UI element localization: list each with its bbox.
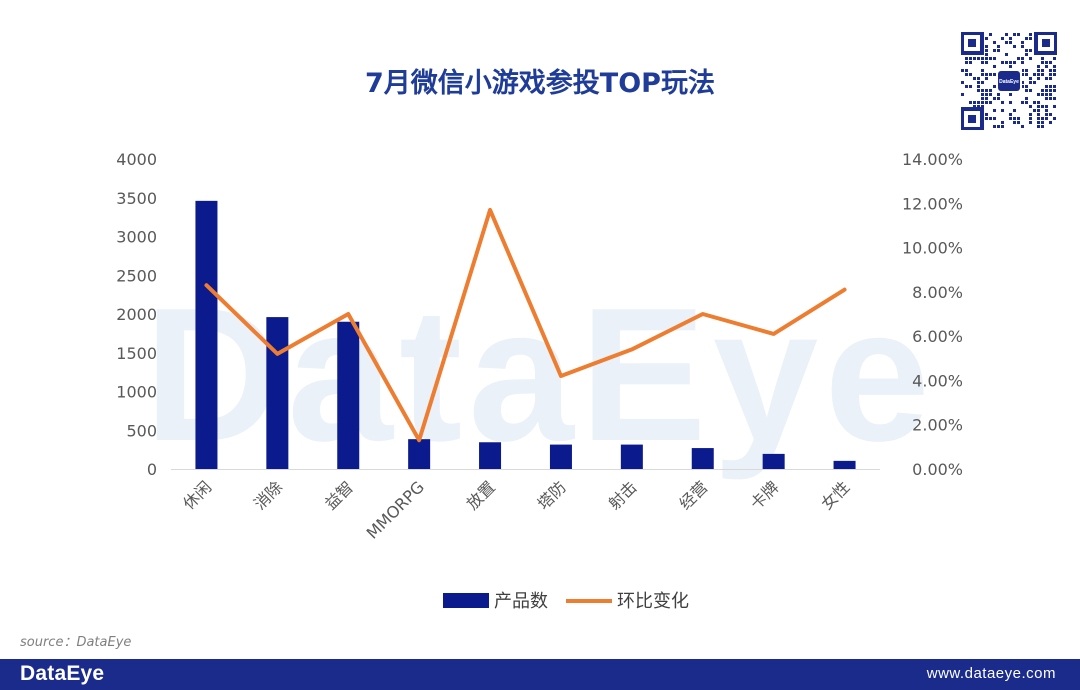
line-point xyxy=(346,312,350,316)
right-tick-label: 10.00% xyxy=(902,239,963,258)
category-label: 经营 xyxy=(676,477,712,513)
footer-url[interactable]: www.dataeye.com xyxy=(926,665,1056,682)
category-label: 休闲 xyxy=(179,477,215,513)
category-label: 卡牌 xyxy=(746,477,782,513)
legend-bar-label: 产品数 xyxy=(494,591,548,612)
line-point xyxy=(843,288,847,292)
bar xyxy=(833,460,856,469)
qr-finder-patterns xyxy=(960,31,1058,131)
line-point xyxy=(630,347,634,351)
bar xyxy=(195,200,218,469)
bar xyxy=(479,442,502,469)
left-tick-label: 2500 xyxy=(116,266,157,285)
category-label: 女性 xyxy=(817,477,853,513)
footer-logo: DataEye xyxy=(20,662,105,685)
line-point xyxy=(417,438,421,442)
bar xyxy=(337,321,360,469)
footer-bar: DataEye www.dataeye.com xyxy=(0,659,1080,690)
right-tick-label: 6.00% xyxy=(912,327,963,346)
right-tick-label: 4.00% xyxy=(912,371,963,390)
line-point xyxy=(772,332,776,336)
right-tick-label: 0.00% xyxy=(912,460,963,479)
left-axis: 0 500 1000 1500 2000 2500 3000 3500 4000 xyxy=(116,150,157,479)
category-label: 益智 xyxy=(321,477,357,513)
left-tick-label: 1000 xyxy=(116,383,157,402)
bar xyxy=(762,453,785,469)
category-label: 放置 xyxy=(463,477,499,513)
line-point xyxy=(488,208,492,212)
line-series xyxy=(204,207,847,443)
right-axis: 0.00% 2.00% 4.00% 6.00% 8.00% 10.00% 12.00% 14.… xyxy=(902,150,963,479)
left-tick-label: 3500 xyxy=(116,189,157,208)
category-labels: 休闲 消除 益智 MMORPG 放置 塔防 射击 经营 卡牌 女性 xyxy=(179,477,853,542)
left-tick-label: 1500 xyxy=(116,344,157,363)
left-tick-label: 500 xyxy=(126,421,157,440)
source-note: source：DataEye xyxy=(20,635,131,650)
category-label: 消除 xyxy=(250,477,286,513)
legend: 产品数 环比变化 xyxy=(443,591,689,612)
left-tick-label: 3000 xyxy=(116,228,157,247)
right-tick-label: 2.00% xyxy=(912,416,963,435)
watermark: DataEye xyxy=(144,269,936,481)
bar xyxy=(549,444,572,469)
line-point xyxy=(559,374,563,378)
bar xyxy=(691,448,714,469)
right-tick-label: 14.00% xyxy=(902,150,963,169)
bar xyxy=(620,444,643,469)
right-tick-label: 12.00% xyxy=(902,194,963,213)
qr-code: DataEye xyxy=(960,31,1058,131)
category-label: 塔防 xyxy=(534,477,570,513)
category-label: 射击 xyxy=(605,477,641,513)
left-tick-label: 2000 xyxy=(116,305,157,324)
chart-title: 7月微信小游戏参投TOP玩法 xyxy=(365,67,715,99)
line-point xyxy=(275,352,279,356)
right-tick-label: 8.00% xyxy=(912,283,963,302)
legend-line-label: 环比变化 xyxy=(617,591,689,612)
line-point xyxy=(701,312,705,316)
bar xyxy=(408,439,431,469)
bar xyxy=(266,317,289,469)
category-label: MMORPG xyxy=(363,477,428,542)
left-tick-label: 0 xyxy=(147,460,157,479)
line-path xyxy=(204,207,847,443)
left-tick-label: 4000 xyxy=(116,150,157,169)
line-point xyxy=(204,283,208,287)
qr-logo-text: DataEye xyxy=(999,79,1019,85)
legend-bar-swatch xyxy=(443,593,489,608)
bar-series xyxy=(195,200,856,469)
